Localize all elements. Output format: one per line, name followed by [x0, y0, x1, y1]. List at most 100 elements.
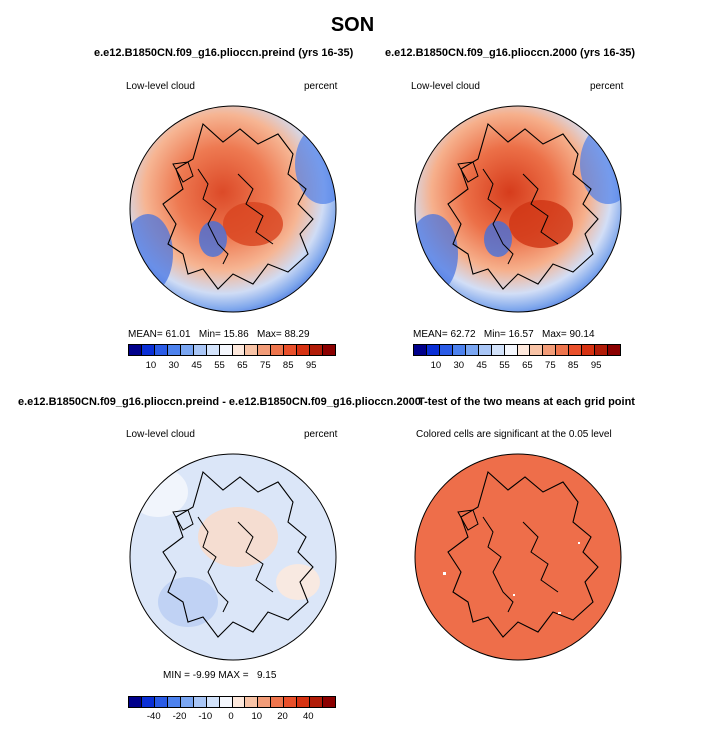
units-label-tr: percent — [590, 81, 624, 92]
polar-map-preind — [129, 105, 337, 313]
colorbar-tick-label: 55 — [499, 360, 510, 371]
colorbar-tick-label: -40 — [146, 711, 161, 722]
mean-label: MEAN= — [128, 329, 163, 340]
stats-tl: MEAN= 61.01 Min= 15.86 Max= 88.29 — [128, 329, 310, 340]
mean-value: 61.01 — [165, 329, 191, 340]
colorbar-swatch — [297, 345, 311, 355]
colorbar-tick-label: 75 — [260, 360, 271, 371]
colorbar-swatch — [271, 697, 285, 707]
mean-value: 62.72 — [450, 329, 476, 340]
colorbar-swatch — [297, 697, 311, 707]
colorbar-swatch — [452, 345, 466, 355]
colorbar-swatch — [414, 345, 427, 355]
min-label: Min= — [198, 329, 221, 340]
colorbar-tick-label: 30 — [453, 360, 465, 371]
colorbar-swatch — [167, 345, 181, 355]
colorbar-tick-label: 95 — [305, 360, 317, 371]
colorbar-swatch — [310, 697, 324, 707]
colorbar-ticks-tl: 10 30 45 55 65 75 85 95 — [128, 360, 334, 374]
colorbar-swatch — [258, 697, 272, 707]
units-label-bl: percent — [304, 429, 338, 440]
colorbar-swatch — [193, 345, 207, 355]
colorbar-swatch — [284, 697, 298, 707]
max-label: Max= — [257, 329, 282, 340]
figure-title: SON — [330, 14, 375, 36]
colorbar-swatch — [284, 345, 298, 355]
colorbar-tick-label: 55 — [214, 360, 225, 371]
colorbar-swatch — [180, 697, 194, 707]
colorbar-swatch — [219, 697, 233, 707]
colorbar-swatch — [478, 345, 492, 355]
colorbar-swatch — [556, 345, 570, 355]
colorbar-swatch — [569, 345, 583, 355]
panel-title-ttest: T-test of the two means at each grid poi… — [418, 396, 635, 408]
max-value: 88.29 — [284, 329, 310, 340]
variable-label-tr: Low-level cloud — [411, 81, 480, 92]
colorbar-ticks-bl: -40 -20 -10 0 10 20 40 — [128, 711, 334, 725]
panel-title-2000: e.e12.B1850CN.f09_g16.plioccn.2000 (yrs … — [385, 47, 636, 59]
colorbar-tick-label: 75 — [545, 360, 556, 371]
colorbar-tick-label: -20 — [172, 711, 187, 722]
colorbar-swatch — [530, 345, 544, 355]
colorbar-tick-label: -10 — [198, 711, 213, 722]
colorbar-swatch — [154, 345, 168, 355]
colorbar-swatch — [206, 345, 220, 355]
colorbar-tick-label: 10 — [145, 360, 157, 371]
min-value: 15.86 — [223, 329, 249, 340]
colorbar-tick-label: 45 — [191, 360, 202, 371]
colorbar-swatch — [465, 345, 479, 355]
colorbar-swatch — [491, 345, 505, 355]
colorbar-swatch — [504, 345, 518, 355]
colorbar-swatch — [582, 345, 596, 355]
colorbar-tick-label: 95 — [590, 360, 602, 371]
polar-map-difference — [129, 453, 337, 661]
colorbar-swatch — [141, 697, 155, 707]
colorbar-swatch — [595, 345, 609, 355]
max-label: Max= — [542, 329, 567, 340]
colorbar-tick-label: 45 — [476, 360, 487, 371]
colorbar-swatch — [517, 345, 531, 355]
colorbar-bl — [128, 696, 336, 708]
colorbar-tick-label: 85 — [282, 360, 294, 371]
colorbar-ticks-tr: 10 30 45 55 65 75 85 95 — [413, 360, 619, 374]
colorbar-tr — [413, 344, 621, 356]
colorbar-swatch — [439, 345, 453, 355]
variable-label-tl: Low-level cloud — [126, 81, 195, 92]
colorbar-tl — [128, 344, 336, 356]
colorbar-tick-label: 40 — [302, 711, 314, 722]
panel-title-preind: e.e12.B1850CN.f09_g16.plioccn.preind (yr… — [94, 47, 354, 59]
colorbar-swatch — [219, 345, 233, 355]
significance-note: Colored cells are significant at the 0.0… — [416, 429, 612, 440]
min-label: MIN = — [163, 670, 190, 681]
colorbar-swatch — [323, 345, 335, 355]
colorbar-swatch — [543, 345, 557, 355]
colorbar-tick-label: 10 — [251, 711, 263, 722]
colorbar-swatch — [232, 697, 246, 707]
variable-label-bl: Low-level cloud — [126, 429, 195, 440]
polar-map-ttest — [414, 453, 622, 661]
colorbar-swatch — [310, 345, 324, 355]
colorbar-swatch — [323, 697, 335, 707]
max-value: 90.14 — [569, 329, 595, 340]
colorbar-tick-label: 85 — [567, 360, 579, 371]
stats-tr: MEAN= 62.72 Min= 16.57 Max= 90.14 — [413, 329, 595, 340]
colorbar-swatch — [167, 697, 181, 707]
colorbar-swatch — [180, 345, 194, 355]
colorbar-tick-label: 65 — [522, 360, 533, 371]
colorbar-tick-label: 10 — [430, 360, 442, 371]
units-label-tl: percent — [304, 81, 338, 92]
min-value: -9.99 — [192, 670, 216, 681]
colorbar-swatch — [129, 345, 142, 355]
max-label: MAX = — [218, 670, 249, 681]
colorbar-swatch — [245, 345, 259, 355]
colorbar-swatch — [206, 697, 220, 707]
max-value: 9.15 — [256, 670, 277, 681]
colorbar-swatch — [232, 345, 246, 355]
colorbar-swatch — [608, 345, 620, 355]
min-value: 16.57 — [508, 329, 534, 340]
colorbar-swatch — [141, 345, 155, 355]
colorbar-tick-label: 0 — [228, 711, 234, 722]
colorbar-tick-label: 30 — [168, 360, 180, 371]
panel-title-difference: e.e12.B1850CN.f09_g16.plioccn.preind - e… — [18, 396, 421, 408]
colorbar-swatch — [258, 345, 272, 355]
